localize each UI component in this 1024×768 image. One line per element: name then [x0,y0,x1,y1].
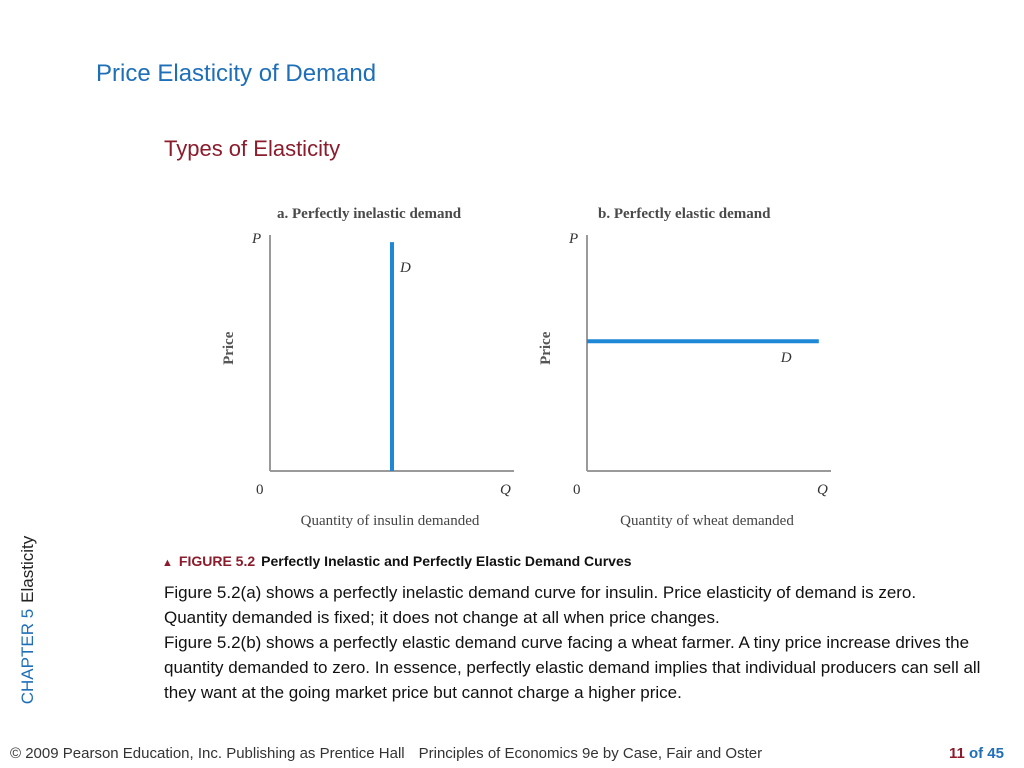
series-label: D [399,260,411,276]
slide-subtitle: Types of Elasticity [164,136,341,161]
y-axis-symbol: P [568,231,578,247]
page-current: 11 [948,745,965,762]
book-title: Principles of Economics 9e by Case, Fair… [418,745,763,762]
chapter-side-label: CHAPTER 5 Elasticity [18,520,38,720]
x-axis-symbol: Q [817,482,828,498]
slide-title: Price Elasticity of Demand [96,60,377,87]
panel-b-chart: P Q 0 Price Quantity of wheat demanded D [538,231,831,529]
triangle-icon: ▲ [162,557,173,569]
caption-b: Figure 5.2(b) shows a perfectly elastic … [164,633,981,702]
panel-b-title: b. Perfectly elastic demand [598,206,771,222]
panel-a-title: a. Perfectly inelastic demand [277,206,462,222]
panel-a-chart: P Q 0 Price Quantity of insulin demanded D [221,231,514,529]
y-axis-symbol: P [251,231,261,247]
x-axis-label: Quantity of insulin demanded [301,513,480,529]
y-axis-label: Price [221,331,237,365]
caption-a: Figure 5.2(a) shows a perfectly inelasti… [164,583,917,627]
figure-number: FIGURE 5.2 [178,553,256,569]
chapter-number: CHAPTER 5 [18,608,37,705]
chapter-topic: Elasticity [18,535,37,603]
y-axis-label: Price [538,331,554,365]
series-label: D [780,350,792,366]
figure-caption: Figure 5.2(a) shows a perfectly inelasti… [164,580,984,705]
x-axis-symbol: Q [500,482,511,498]
x-axis-label: Quantity of wheat demanded [620,513,794,529]
page-total: of 45 [968,745,1004,762]
page-number: 11 of 45 [949,745,1004,762]
origin-label: 0 [256,482,264,498]
origin-label: 0 [573,482,581,498]
figure-title: Perfectly Inelastic and Perfectly Elasti… [261,553,632,569]
figure-heading: ▲ FIGURE 5.2 Perfectly Inelastic and Perfe… [162,553,632,569]
copyright-text: © 2009 Pearson Education, Inc. Publishin… [10,745,405,762]
footer: © 2009 Pearson Education, Inc. Publishin… [10,745,762,762]
